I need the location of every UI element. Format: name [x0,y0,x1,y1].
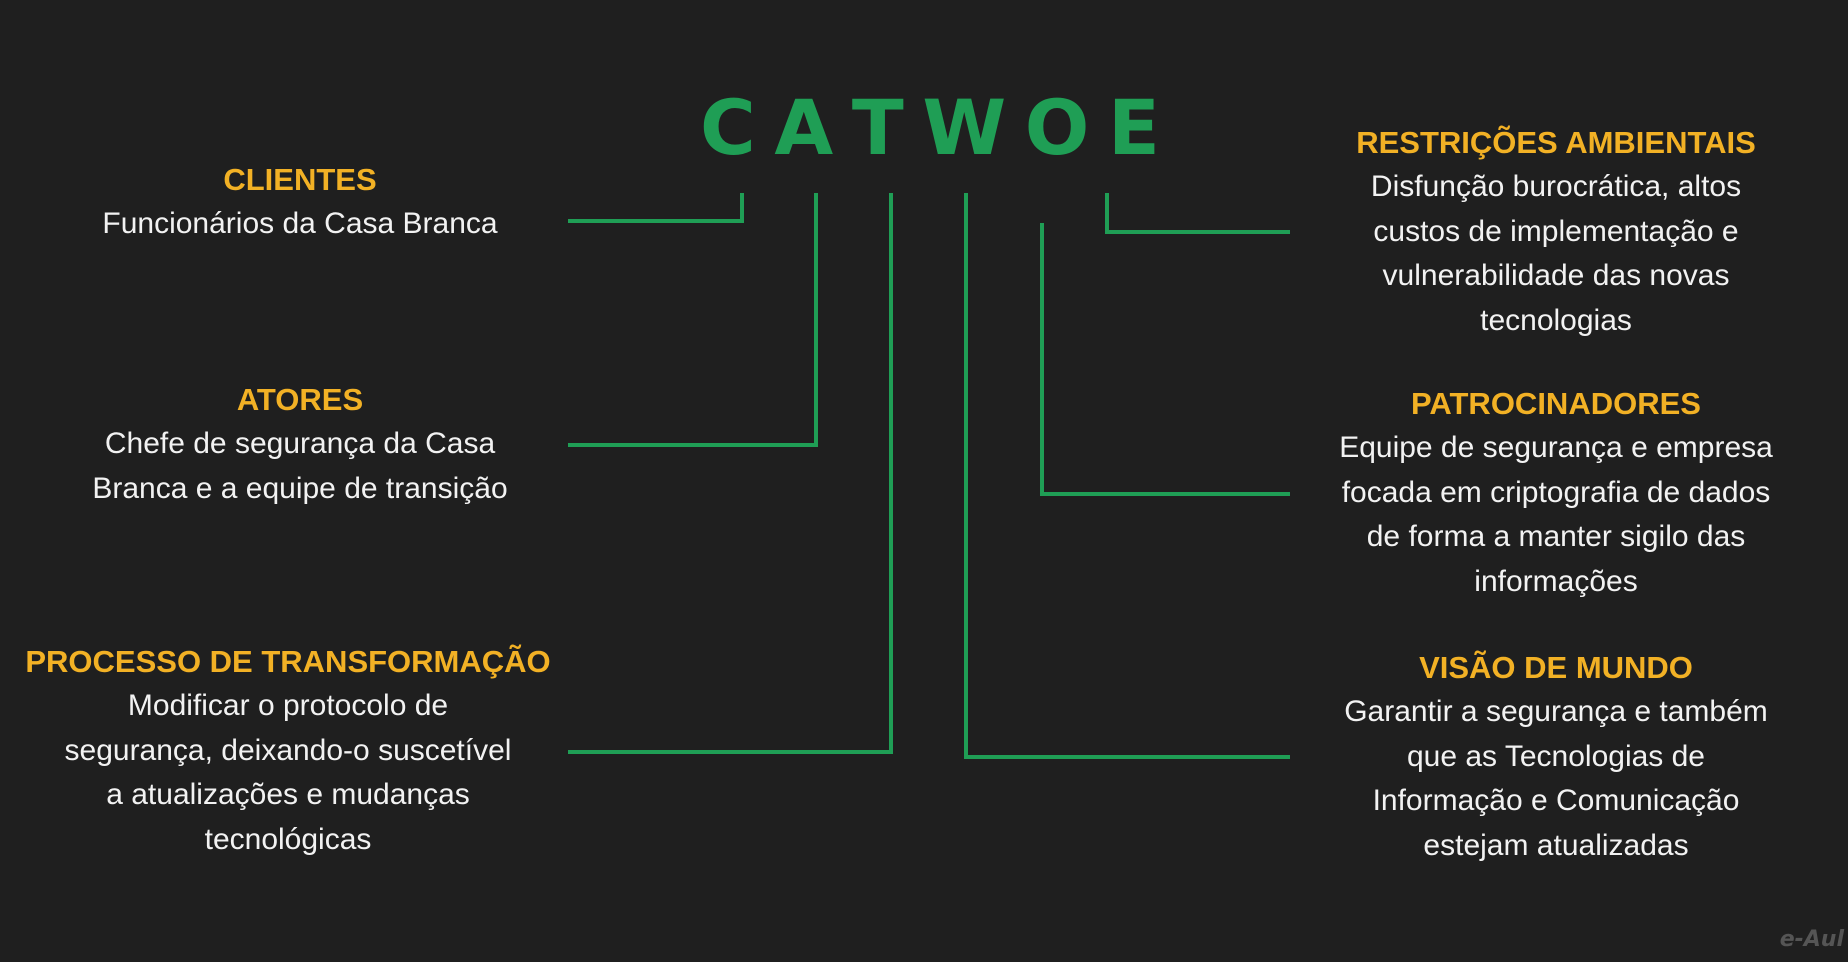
title-letter-t: T [851,83,904,172]
transformacao-line: tecnológicas [204,822,372,856]
watermark-logo: e-Aul [1779,927,1844,952]
visao-line: Informação e Comunicação [1372,784,1740,817]
clientes-line: Funcionários da Casa Branca [102,207,498,240]
connector-restricoes [1105,193,1290,234]
visao-line: Garantir a segurança e também [1344,695,1768,728]
restricoes-line: tecnologias [1480,303,1632,337]
transformacao-line: segurança, deixando-o suscetível [64,733,512,767]
visao-heading: VISÃO DE MUNDO [1419,650,1693,685]
atores-block: ATORES Chefe de segurança da Casa Branca… [50,378,550,511]
clientes-block: CLIENTES Funcionários da Casa Branca [50,158,550,247]
atores-text: Chefe de segurança da Casa Branca e a eq… [50,422,550,511]
transformacao-line: a atualizações e mudanças [106,778,470,811]
restricoes-line: vulnerabilidade das novas [1382,259,1730,292]
restricoes-heading: RESTRIÇÕES AMBIENTAIS [1356,125,1756,160]
patrocinadores-heading: PATROCINADORES [1411,386,1701,421]
atores-heading: ATORES [236,382,364,417]
patrocinadores-text: Equipe de segurança e empresa focada em … [1296,426,1816,604]
title-letter-a: A [774,83,834,172]
atores-line: Branca e a equipe de transição [92,471,508,505]
clientes-text: Funcionários da Casa Branca [50,202,550,247]
title-letter-e: E [1108,83,1160,172]
restricoes-line: custos de implementação e [1373,214,1739,248]
connector-transformacao [568,193,893,754]
patrocinadores-line: informações [1474,564,1638,598]
patrocinadores-line: de forma a manter sigilo das [1366,520,1746,553]
transformacao-heading: PROCESSO DE TRANSFORMAÇÃO [25,644,551,679]
patrocinadores-line: focada em criptografia de dados [1341,475,1771,509]
transformacao-block: PROCESSO DE TRANSFORMAÇÃO Modificar o pr… [18,640,558,862]
visao-block: VISÃO DE MUNDO Garantir a segurança e ta… [1296,646,1816,868]
restricoes-line: Disfunção burocrática, altos [1370,170,1742,203]
connector-visao [964,193,1290,759]
title-letter-o: O [1024,83,1090,172]
catwoe-title: C A T W O E [700,78,1160,178]
atores-line: Chefe de segurança da Casa [104,427,496,460]
restricoes-block: RESTRIÇÕES AMBIENTAIS Disfunção burocrát… [1296,121,1816,343]
transformacao-text: Modificar o protocolo de segurança, deix… [18,684,558,862]
visao-line: estejam atualizadas [1423,828,1689,862]
clientes-heading: CLIENTES [223,162,377,197]
title-letter-c: C [700,83,756,172]
title-letter-w: W [922,83,1007,172]
visao-line: que as Tecnologias de [1406,739,1705,773]
visao-text: Garantir a segurança e também que as Tec… [1296,690,1816,868]
connector-patrocinadores [1040,223,1290,496]
connector-atores [568,193,818,447]
patrocinadores-line: Equipe de segurança e empresa [1339,431,1773,464]
restricoes-text: Disfunção burocrática, altos custos de i… [1296,165,1816,343]
connector-clientes [568,193,744,223]
transformacao-line: Modificar o protocolo de [127,689,449,722]
patrocinadores-block: PATROCINADORES Equipe de segurança e emp… [1296,382,1816,604]
